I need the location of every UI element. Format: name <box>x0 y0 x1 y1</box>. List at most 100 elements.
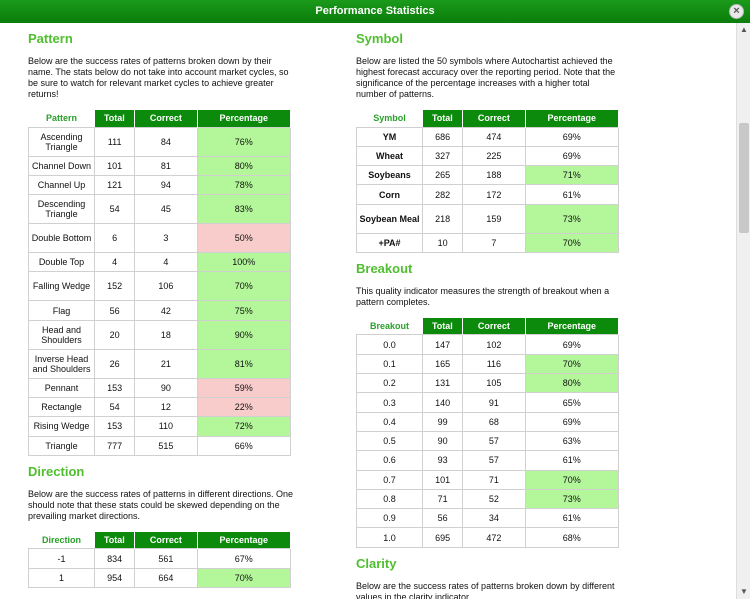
breakout-label-cell: 0.8 <box>356 488 423 510</box>
pattern-row: Channel Up 121 94 78% <box>28 174 292 196</box>
total-cell: 140 <box>421 392 464 413</box>
symbol-label-cell: Corn <box>356 184 423 205</box>
total-col-header: Total <box>94 110 136 127</box>
percentage-cell: 22% <box>196 396 292 418</box>
percentage-cell: 61% <box>524 184 620 205</box>
left-column: Pattern Below are the success rates of p… <box>28 23 293 596</box>
breakout-label-cell: 0.7 <box>356 469 423 490</box>
correct-cell: 57 <box>462 430 526 452</box>
symbol-label-cell: Soybean Meal <box>356 203 423 234</box>
correct-cell: 12 <box>134 396 198 418</box>
symbol-heading: Symbol <box>356 31 403 46</box>
pattern-label-cell: Flag <box>28 300 95 321</box>
direction-table-body: -1 834 561 67% 1 954 664 70% <box>28 548 292 588</box>
correct-cell: 561 <box>134 548 198 569</box>
correct-cell: 90 <box>134 377 198 398</box>
percentage-cell: 65% <box>524 392 620 413</box>
vertical-scrollbar[interactable]: ▲ ▼ <box>736 23 750 599</box>
breakout-table: Breakout Total Correct Percentage 0.0 147… <box>356 317 620 548</box>
correct-cell: 21 <box>134 348 198 379</box>
percentage-cell: 61% <box>524 450 620 471</box>
pattern-table-body: Ascending Triangle 111 84 76% Channel Down 10… <box>28 126 292 456</box>
breakout-row: 0.1 165 116 70% <box>356 353 620 375</box>
breakout-row: 1.0 695 472 68% <box>356 527 620 548</box>
correct-cell: 110 <box>134 416 198 437</box>
correct-cell: 4 <box>134 252 198 273</box>
pattern-row: Channel Down 101 81 80% <box>28 155 292 176</box>
breakout-row: 0.3 140 91 65% <box>356 392 620 413</box>
symbol-row: YM 686 474 69% <box>356 126 620 147</box>
percentage-cell: 69% <box>524 126 620 147</box>
correct-cell: 225 <box>462 145 526 167</box>
scroll-up-arrow-icon[interactable]: ▲ <box>740 25 748 34</box>
total-cell: 101 <box>421 469 464 490</box>
direction-table: Direction Total Correct Percentage -1 834… <box>28 531 292 588</box>
percentage-cell: 73% <box>524 203 620 234</box>
percentage-cell: 69% <box>524 411 620 432</box>
pattern-row: Rectangle 54 12 22% <box>28 396 292 418</box>
correct-cell: 94 <box>134 174 198 196</box>
right-column: Symbol Below are listed the 50 symbols w… <box>356 23 621 599</box>
total-cell: 152 <box>93 271 136 302</box>
pattern-label-cell: Channel Up <box>28 174 95 196</box>
breakout-label-cell: 0.0 <box>356 334 423 355</box>
total-cell: 90 <box>421 430 464 452</box>
stats-content[interactable]: Pattern Below are the success rates of p… <box>0 23 736 599</box>
correct-cell: 45 <box>134 194 198 225</box>
pattern-heading: Pattern <box>28 31 73 46</box>
symbol-row: Soybeans 265 188 71% <box>356 165 620 186</box>
correct-cell: 42 <box>134 300 198 321</box>
total-cell: 101 <box>93 155 136 176</box>
percentage-cell: 75% <box>196 300 292 321</box>
symbol-label-cell: Soybeans <box>356 165 423 186</box>
percentage-cell: 68% <box>524 527 620 548</box>
pattern-table: Pattern Total Correct Percentage Ascendi… <box>28 110 292 456</box>
pattern-label-cell: Double Top <box>28 252 95 273</box>
breakout-description: This quality indicator measures the stre… <box>356 285 610 307</box>
percentage-cell: 90% <box>196 319 292 350</box>
percentage-col-header: Percentage <box>197 110 292 127</box>
window-titlebar: Performance Statistics × <box>0 0 750 23</box>
breakout-row: 0.8 71 52 73% <box>356 488 620 510</box>
correct-cell: 474 <box>462 126 526 147</box>
breakout-row: 0.4 99 68 69% <box>356 411 620 432</box>
pattern-col-header: Pattern <box>28 110 95 127</box>
breakout-col-header: Breakout <box>356 317 423 335</box>
percentage-cell: 70% <box>196 271 292 302</box>
total-cell: 56 <box>93 300 136 321</box>
scroll-down-arrow-icon[interactable]: ▼ <box>740 587 748 596</box>
percentage-cell: 63% <box>524 430 620 452</box>
correct-cell: 664 <box>134 567 198 588</box>
total-cell: 218 <box>421 203 464 234</box>
correct-cell: 106 <box>134 271 198 302</box>
correct-cell: 7 <box>462 232 526 253</box>
symbol-table: Symbol Total Correct Percentage YM 686 474… <box>356 110 620 253</box>
breakout-label-cell: 0.6 <box>356 450 423 471</box>
percentage-cell: 69% <box>524 145 620 167</box>
pattern-label-cell: Triangle <box>28 435 95 456</box>
direction-row: -1 834 561 67% <box>28 548 292 569</box>
total-cell: 54 <box>93 194 136 225</box>
total-cell: 327 <box>421 145 464 167</box>
correct-cell: 188 <box>462 165 526 186</box>
correct-cell: 84 <box>134 126 198 157</box>
scroll-thumb[interactable] <box>739 123 749 233</box>
pattern-label-cell: Pennant <box>28 377 95 398</box>
pattern-description: Below are the success rates of patterns … <box>28 56 289 99</box>
pattern-label-cell: Ascending Triangle <box>28 126 95 157</box>
percentage-cell: 66% <box>196 435 292 456</box>
close-button[interactable]: × <box>729 4 744 19</box>
direction-description: Below are the success rates of patterns … <box>28 488 293 521</box>
correct-cell: 472 <box>462 527 526 548</box>
total-cell: 93 <box>421 450 464 471</box>
clarity-description: Below are the success rates of patterns … <box>356 580 615 599</box>
breakout-label-cell: 0.4 <box>356 411 423 432</box>
total-cell: 6 <box>93 223 136 254</box>
percentage-cell: 80% <box>524 373 620 394</box>
pattern-row: Double Bottom 6 3 50% <box>28 223 292 254</box>
breakout-row: 0.9 56 34 61% <box>356 508 620 529</box>
total-cell: 20 <box>93 319 136 350</box>
total-cell: 4 <box>93 252 136 273</box>
breakout-label-cell: 0.1 <box>356 353 423 375</box>
breakout-heading: Breakout <box>356 260 413 276</box>
